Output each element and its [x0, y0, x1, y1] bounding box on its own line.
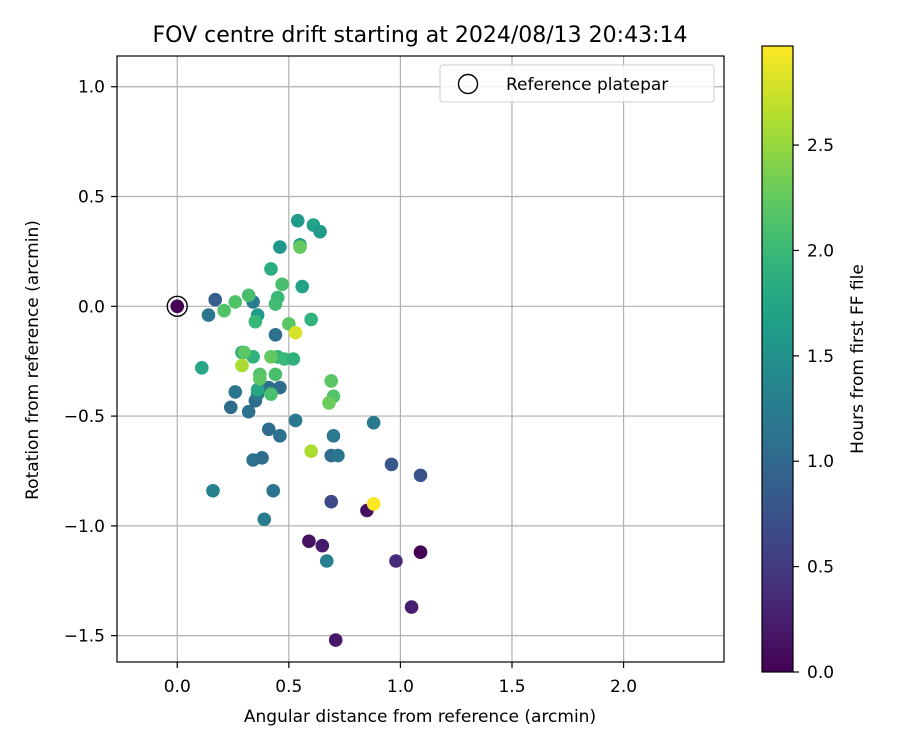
- plot-frame: [116, 55, 725, 663]
- reference-marker-layer: [166, 295, 188, 318]
- data-point: [248, 314, 263, 329]
- data-point: [253, 371, 267, 386]
- data-point: [304, 312, 318, 327]
- x-tick-label: 0.5: [275, 677, 302, 697]
- colorbar-label: Hours from first FF file: [848, 264, 868, 454]
- colorbar-tick-label: 0.0: [807, 663, 834, 683]
- data-point: [273, 429, 287, 443]
- data-point: [264, 350, 278, 364]
- data-point: [228, 385, 243, 399]
- y-tick-label: −1.5: [64, 627, 105, 647]
- y-axis-ticks: 1.0 0.5 0.0 −0.5 −1.0 −1.5: [64, 78, 117, 647]
- colorbar-tick-label: 0.5: [807, 558, 834, 578]
- data-point: [241, 404, 256, 419]
- data-point: [255, 451, 269, 465]
- data-point: [413, 468, 428, 483]
- data-point: [241, 288, 256, 303]
- y-tick-label: 0.5: [78, 188, 105, 208]
- data-point: [389, 554, 403, 568]
- legend-reference-marker: [457, 73, 479, 95]
- data-point: [331, 448, 345, 463]
- data-point: [206, 483, 220, 498]
- x-tick-label: 1.5: [498, 677, 525, 697]
- data-point: [413, 545, 428, 560]
- data-point: [268, 297, 283, 311]
- data-point: [293, 240, 307, 254]
- data-point: [195, 360, 209, 375]
- x-axis-ticks: 0.0 0.5 1.0 1.5 2.0: [164, 662, 637, 697]
- x-tick-label: 1.0: [387, 677, 414, 697]
- reference-platepar-marker: [166, 295, 188, 318]
- data-point: [250, 382, 265, 397]
- data-point: [366, 497, 381, 511]
- data-point: [304, 444, 318, 459]
- data-point: [268, 328, 283, 342]
- data-point: [208, 292, 222, 307]
- data-point: [264, 262, 278, 276]
- y-tick-label: −0.5: [64, 407, 105, 427]
- colorbar: [761, 45, 794, 673]
- data-point: [266, 483, 281, 498]
- data-point: [286, 352, 301, 366]
- data-point: [315, 538, 330, 553]
- data-point: [404, 600, 419, 614]
- data-point: [261, 422, 276, 437]
- y-tick-label: 0.0: [78, 297, 105, 317]
- scatter-points: [170, 213, 428, 647]
- colorbar-tick-label: 1.5: [807, 347, 834, 367]
- data-point: [235, 358, 249, 373]
- legend: Reference platepar: [439, 64, 715, 103]
- y-tick-label: −1.0: [64, 517, 105, 537]
- data-point: [366, 415, 381, 430]
- data-point: [273, 240, 287, 254]
- data-point: [384, 457, 399, 472]
- data-point: [290, 213, 305, 228]
- y-axis-label: Rotation from reference (arcmin): [23, 220, 43, 500]
- data-point: [257, 512, 272, 527]
- data-point: [170, 299, 185, 314]
- data-point: [326, 429, 341, 443]
- data-point: [237, 345, 252, 360]
- x-axis-label: Angular distance from reference (arcmin): [244, 707, 596, 727]
- data-point: [264, 387, 278, 401]
- data-point: [319, 554, 334, 568]
- colorbar-tick-label: 2.0: [807, 241, 834, 261]
- data-point: [324, 494, 339, 509]
- data-point: [201, 308, 216, 322]
- data-point: [313, 224, 327, 239]
- colorbar-tick-label: 2.5: [807, 136, 834, 156]
- data-point: [228, 295, 243, 309]
- data-point: [322, 396, 336, 410]
- colorbar-ticks: 0.0 0.5 1.0 1.5 2.0 2.5: [793, 136, 834, 683]
- colorbar-tick-label: 1.0: [807, 452, 834, 472]
- data-point: [328, 633, 343, 647]
- data-point: [217, 303, 231, 318]
- data-point: [224, 400, 238, 415]
- x-tick-label: 2.0: [610, 677, 637, 697]
- y-tick-label: 1.0: [78, 78, 105, 98]
- chart-title: FOV centre drift starting at 2024/08/13 …: [153, 23, 688, 48]
- data-point: [268, 367, 283, 382]
- data-point: [295, 279, 310, 294]
- data-point: [288, 325, 303, 340]
- data-point: [302, 534, 316, 549]
- data-point: [324, 374, 339, 388]
- data-point: [288, 413, 303, 428]
- x-tick-label: 0.0: [164, 677, 191, 697]
- legend-box: [439, 64, 715, 103]
- legend-label: Reference platepar: [506, 75, 668, 95]
- data-point: [275, 277, 289, 292]
